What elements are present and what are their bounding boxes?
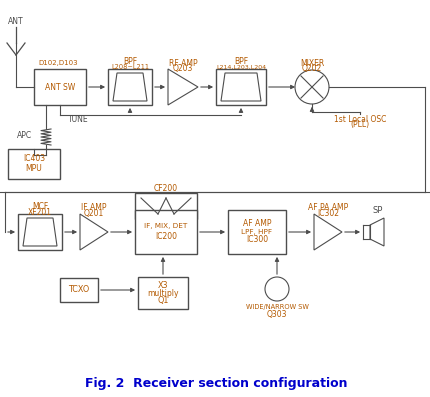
Text: MPU: MPU: [25, 164, 42, 173]
Text: Fig. 2  Receiver section configuration: Fig. 2 Receiver section configuration: [85, 378, 347, 391]
Text: Q202: Q202: [301, 64, 321, 73]
Text: AF PA AMP: AF PA AMP: [307, 204, 347, 212]
Text: IC302: IC302: [316, 210, 338, 218]
Text: ANT SW: ANT SW: [45, 83, 75, 91]
Bar: [8, 149, 60, 179]
Bar: [34, 69, 86, 105]
Text: Q203: Q203: [172, 64, 193, 73]
Text: WIDE/NARROW SW: WIDE/NARROW SW: [245, 304, 308, 310]
Text: Q303: Q303: [266, 310, 286, 318]
Text: RF AMP: RF AMP: [168, 58, 197, 67]
Text: MIXER: MIXER: [299, 58, 323, 67]
Text: SP: SP: [372, 206, 382, 216]
Text: TUNE: TUNE: [68, 114, 89, 123]
Text: APC: APC: [17, 131, 32, 141]
Text: IC403: IC403: [23, 154, 45, 164]
Text: XF201: XF201: [28, 208, 52, 218]
Text: ANT: ANT: [8, 17, 24, 27]
Text: 1st Local OSC: 1st Local OSC: [333, 114, 385, 123]
Text: multiply: multiply: [147, 289, 178, 297]
Text: Q1: Q1: [157, 297, 168, 306]
Text: Q201: Q201: [84, 210, 104, 218]
Bar: [18, 214, 62, 250]
Text: (PLL): (PLL): [350, 121, 369, 129]
Text: AF AMP: AF AMP: [242, 220, 270, 229]
Text: MCF: MCF: [32, 202, 48, 212]
Text: L208~L211: L208~L211: [111, 64, 149, 70]
Text: TCXO: TCXO: [68, 285, 89, 295]
Bar: [60, 278, 98, 302]
Text: CF200: CF200: [154, 185, 178, 193]
Text: BPF: BPF: [233, 56, 248, 66]
Text: L214,L203,L204: L214,L203,L204: [215, 64, 265, 69]
Bar: [135, 210, 197, 254]
Text: BPF: BPF: [123, 56, 137, 66]
Text: LPF, HPF: LPF, HPF: [241, 229, 272, 235]
Text: IC200: IC200: [155, 233, 177, 241]
Text: IF AMP: IF AMP: [81, 204, 107, 212]
Bar: [135, 193, 197, 219]
Bar: [227, 210, 286, 254]
Text: X3: X3: [157, 281, 168, 291]
Text: D102,D103: D102,D103: [38, 60, 77, 66]
Bar: [215, 69, 265, 105]
Bar: [108, 69, 152, 105]
Text: IF, MIX, DET: IF, MIX, DET: [144, 223, 187, 229]
Bar: [138, 277, 187, 309]
Text: IC300: IC300: [246, 235, 267, 245]
